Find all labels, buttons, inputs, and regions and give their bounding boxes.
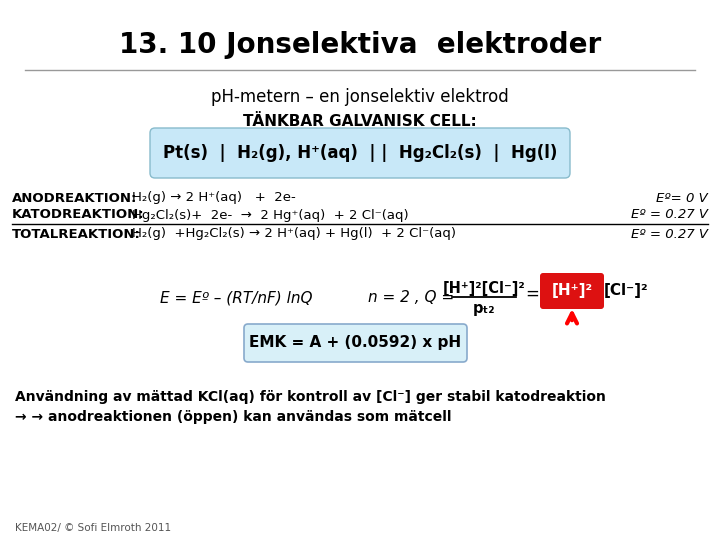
Text: 13. 10 Jonselektiva  elektroder: 13. 10 Jonselektiva elektroder (119, 31, 601, 59)
Text: pₜ₂: pₜ₂ (473, 301, 495, 316)
Text: =: = (525, 285, 539, 303)
Text: KATODREAKTION:: KATODREAKTION: (12, 208, 145, 221)
FancyBboxPatch shape (244, 324, 467, 362)
Text: H₂(g)  +Hg₂Cl₂(s) → 2 H⁺(aq) + Hg(l)  + 2 Cl⁻(aq): H₂(g) +Hg₂Cl₂(s) → 2 H⁺(aq) + Hg(l) + 2 … (132, 227, 456, 240)
Text: [Cl⁻]²: [Cl⁻]² (604, 284, 649, 299)
Text: [H⁺]²[Cl⁻]²: [H⁺]²[Cl⁻]² (443, 281, 526, 296)
Text: Eº = 0.27 V: Eº = 0.27 V (631, 208, 708, 221)
FancyBboxPatch shape (540, 273, 604, 309)
Text: TÄNKBAR GALVANISK CELL:: TÄNKBAR GALVANISK CELL: (243, 114, 477, 130)
Text: [H⁺]²: [H⁺]² (552, 284, 593, 299)
Text: n = 2 , Q =: n = 2 , Q = (368, 291, 454, 306)
Text: Användning av mättad KCl(aq) för kontroll av [Cl⁻] ger stabil katodreaktion: Användning av mättad KCl(aq) för kontrol… (15, 390, 606, 404)
Text: Pt(s)  |  H₂(g), H⁺(aq)  | |  Hg₂Cl₂(s)  |  Hg(l): Pt(s) | H₂(g), H⁺(aq) | | Hg₂Cl₂(s) | Hg… (163, 144, 557, 162)
Text: E = Eº – (RT/nF) lnQ: E = Eº – (RT/nF) lnQ (160, 291, 312, 306)
Text: Eº = 0.27 V: Eº = 0.27 V (631, 227, 708, 240)
Text: → → anodreaktionen (öppen) kan användas som mätcell: → → anodreaktionen (öppen) kan användas … (15, 410, 451, 424)
Text: H₂(g) → 2 H⁺(aq)   +  2e-: H₂(g) → 2 H⁺(aq) + 2e- (132, 192, 296, 205)
Text: TOTALREAKTION:: TOTALREAKTION: (12, 227, 141, 240)
Text: Eº= 0 V: Eº= 0 V (656, 192, 708, 205)
Text: Hg₂Cl₂(s)+  2e-  →  2 Hg⁺(aq)  + 2 Cl⁻(aq): Hg₂Cl₂(s)+ 2e- → 2 Hg⁺(aq) + 2 Cl⁻(aq) (132, 208, 409, 221)
Text: EMK = A + (0.0592) x pH: EMK = A + (0.0592) x pH (249, 335, 461, 350)
Text: KEMA02/ © Sofi Elmroth 2011: KEMA02/ © Sofi Elmroth 2011 (15, 523, 171, 533)
Text: ANODREAKTION:: ANODREAKTION: (12, 192, 138, 205)
FancyBboxPatch shape (150, 128, 570, 178)
Text: pH-metern – en jonselektiv elektrod: pH-metern – en jonselektiv elektrod (211, 88, 509, 106)
